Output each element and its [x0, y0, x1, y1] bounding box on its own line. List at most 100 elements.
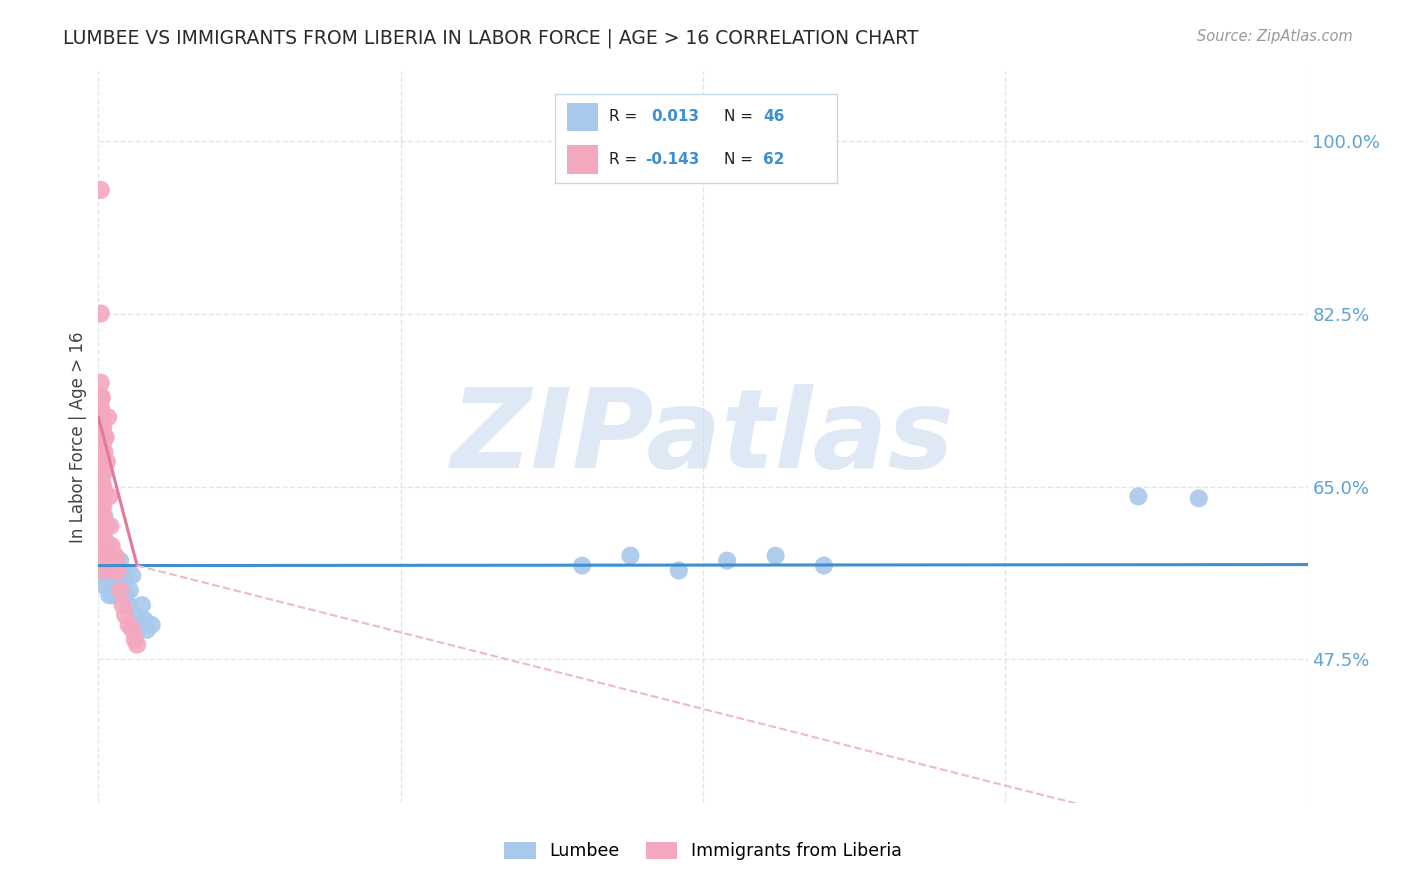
Point [90, 183, 112, 197]
Point [91, 445, 114, 459]
Point [135, 623, 157, 637]
Text: 62: 62 [763, 153, 785, 167]
Point [121, 568, 143, 582]
Point [131, 598, 153, 612]
Point [91, 524, 114, 538]
Point [100, 519, 122, 533]
Point [91, 489, 114, 503]
Text: Source: ZipAtlas.com: Source: ZipAtlas.com [1197, 29, 1353, 44]
Point [91, 391, 114, 405]
Point [114, 568, 136, 582]
Point [91, 435, 114, 450]
Point [91, 564, 114, 578]
Point [91, 410, 114, 425]
Point [93, 430, 115, 444]
Point [91, 450, 114, 464]
Point [91, 465, 114, 479]
Point [91, 435, 114, 450]
Point [111, 574, 134, 588]
Point [91, 494, 114, 508]
Point [91, 500, 114, 514]
Point [124, 632, 146, 647]
Point [716, 554, 738, 568]
Point [91, 514, 114, 528]
Point [91, 529, 114, 543]
Point [90, 376, 112, 390]
Point [93, 578, 115, 592]
Point [91, 509, 114, 524]
Point [100, 568, 122, 582]
Point [91, 504, 114, 518]
Point [93, 509, 115, 524]
Text: N =: N = [724, 110, 754, 124]
Point [668, 564, 690, 578]
Point [118, 618, 141, 632]
Point [91, 420, 114, 434]
Point [100, 539, 122, 553]
Point [141, 618, 163, 632]
Point [91, 543, 114, 558]
Point [96, 564, 118, 578]
Bar [567, 103, 598, 131]
Point [91, 465, 114, 479]
Point [97, 549, 120, 563]
Point [128, 618, 150, 632]
Point [91, 425, 114, 439]
Point [115, 588, 138, 602]
Point [101, 574, 124, 588]
Point [90, 410, 112, 425]
Point [90, 445, 112, 459]
Point [108, 583, 131, 598]
Point [94, 533, 117, 548]
Point [93, 465, 115, 479]
Point [90, 420, 112, 434]
Point [91, 568, 114, 582]
Text: R =: R = [609, 153, 637, 167]
Text: N =: N = [724, 153, 754, 167]
Point [90, 415, 112, 429]
Point [104, 564, 127, 578]
Point [111, 598, 134, 612]
Point [98, 588, 121, 602]
Point [101, 588, 124, 602]
Point [110, 578, 132, 592]
Point [1188, 491, 1211, 506]
Point [90, 401, 112, 415]
Point [93, 445, 115, 459]
Point [91, 484, 114, 499]
Point [619, 549, 641, 563]
Point [104, 549, 127, 563]
Point [90, 430, 112, 444]
Bar [567, 145, 598, 174]
Text: 46: 46 [763, 110, 785, 124]
Text: LUMBEE VS IMMIGRANTS FROM LIBERIA IN LABOR FORCE | AGE > 16 CORRELATION CHART: LUMBEE VS IMMIGRANTS FROM LIBERIA IN LAB… [63, 29, 918, 48]
Point [108, 554, 131, 568]
Point [90, 306, 112, 320]
Point [127, 623, 149, 637]
Point [813, 558, 835, 573]
Point [91, 479, 114, 493]
Point [124, 607, 146, 622]
Point [90, 450, 112, 464]
Point [134, 613, 156, 627]
Point [1128, 489, 1150, 503]
Point [91, 554, 114, 568]
Point [91, 554, 114, 568]
Legend: Lumbee, Immigrants from Liberia: Lumbee, Immigrants from Liberia [498, 835, 908, 867]
Point [98, 539, 121, 553]
Point [93, 484, 115, 499]
Point [90, 435, 112, 450]
Point [96, 455, 118, 469]
Text: R =: R = [609, 110, 637, 124]
Point [105, 554, 128, 568]
Point [91, 455, 114, 469]
Point [105, 583, 128, 598]
Point [107, 564, 129, 578]
Text: ZIPatlas: ZIPatlas [451, 384, 955, 491]
Point [97, 574, 120, 588]
Point [98, 489, 121, 503]
Point [97, 410, 120, 425]
Point [91, 405, 114, 419]
Point [127, 638, 149, 652]
Point [90, 391, 112, 405]
